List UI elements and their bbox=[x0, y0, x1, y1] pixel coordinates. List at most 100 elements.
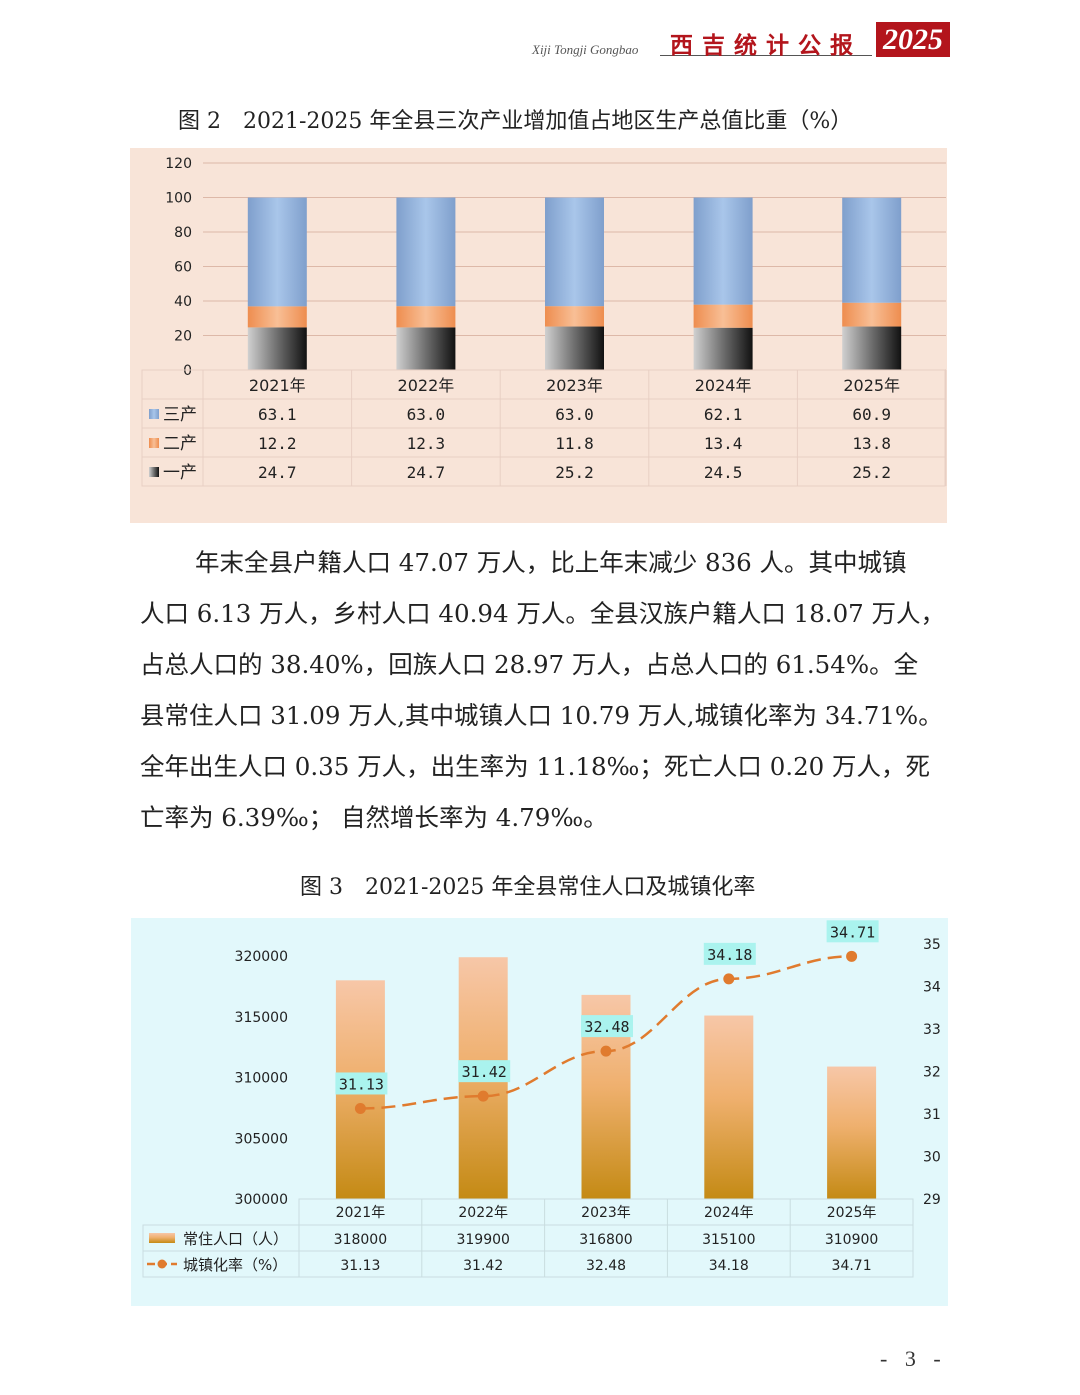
fig2-bar-segment bbox=[247, 306, 307, 328]
fig2-legend-key bbox=[149, 467, 159, 477]
paragraph-line: 县常住人口 31.09 万人,其中城镇人口 10.79 万人,城镇化率为 34.… bbox=[140, 701, 943, 730]
fig2-bar-segment bbox=[247, 327, 307, 370]
fig2-table-value: 24.7 bbox=[258, 463, 297, 482]
fig2-legend-label: 三产 bbox=[163, 405, 197, 425]
fig3-y-left-tick-label: 310000 bbox=[235, 1071, 288, 1087]
fig3-background bbox=[131, 918, 948, 1306]
fig2-bar-segment bbox=[396, 306, 456, 328]
fig3-line-point bbox=[354, 1102, 366, 1114]
fig2-table-value: 62.1 bbox=[704, 405, 743, 424]
fig3-line-point bbox=[846, 950, 858, 962]
figure2-title: 图 2 2021-2025 年全县三次产业增加值占地区生产总值比重（%） bbox=[178, 109, 853, 134]
fig3-category-label: 2021年 bbox=[336, 1205, 386, 1221]
fig2-bar-segment bbox=[545, 306, 604, 327]
paragraph-line: 全年出生人口 0.35 万人，出生率为 11.18‰；死亡人口 0.20 万人，… bbox=[140, 752, 931, 781]
fig3-category-label: 2023年 bbox=[581, 1205, 631, 1221]
fig2-table-value: 12.3 bbox=[407, 434, 446, 453]
fig2-y-tick-label: 120 bbox=[165, 156, 192, 172]
fig2-bar-segment bbox=[842, 197, 902, 303]
fig3-data-label: 34.71 bbox=[830, 923, 875, 941]
fig3-y-left-tick-label: 320000 bbox=[235, 949, 288, 965]
fig3-table-value: 31.42 bbox=[463, 1258, 503, 1274]
fig2-bar-segment bbox=[396, 197, 456, 307]
fig3-bar bbox=[704, 1015, 754, 1199]
fig2-table-value: 12.2 bbox=[258, 434, 297, 453]
paragraph-line: 人口 6.13 万人，乡村人口 40.94 万人。全县汉族户籍人口 18.07 … bbox=[140, 599, 946, 628]
fig3-y-right-tick-label: 31 bbox=[923, 1107, 941, 1123]
fig2-category-label: 2021年 bbox=[249, 376, 306, 395]
figure3-chart: 300000 305000 310000 315000 320000 29 30 31 32 33… bbox=[131, 918, 948, 1306]
fig2-table-value: 13.8 bbox=[852, 434, 891, 453]
fig2-table-value: 11.8 bbox=[555, 434, 594, 453]
fig2-bar-segment bbox=[693, 327, 753, 370]
paragraph-line: 亡率为 6.39‰； 自然增长率为 4.79‰。 bbox=[140, 803, 608, 832]
paragraph-line: 年末全县户籍人口 47.07 万人，比上年末减少 836 人。其中城镇 bbox=[195, 548, 907, 577]
fig2-y-tick-label: 60 bbox=[174, 260, 192, 276]
fig2-table-value: 63.0 bbox=[555, 405, 594, 424]
fig3-table-value: 31.13 bbox=[340, 1258, 380, 1274]
fig3-table-value: 310900 bbox=[825, 1232, 878, 1248]
fig2-bar-segment bbox=[842, 302, 902, 327]
fig3-data-label: 34.18 bbox=[707, 946, 752, 964]
fig2-category-label: 2025年 bbox=[843, 376, 900, 395]
fig3-y-right-tick-label: 33 bbox=[923, 1022, 941, 1038]
fig3-legend-label: 常住人口（人） bbox=[183, 1230, 288, 1248]
header-title: 西吉统计公报 bbox=[670, 32, 862, 59]
fig2-y-tick-label: 100 bbox=[165, 191, 192, 207]
fig3-data-label: 31.42 bbox=[462, 1063, 507, 1081]
fig2-y-tick-label: 20 bbox=[174, 329, 192, 345]
fig3-table-value: 32.48 bbox=[586, 1258, 626, 1274]
fig2-legend-label: 一产 bbox=[163, 463, 197, 483]
fig2-bar-segment bbox=[693, 197, 753, 305]
fig2-table-value: 13.4 bbox=[704, 434, 743, 453]
fig3-y-right-tick-label: 32 bbox=[923, 1065, 941, 1081]
fig3-y-left-tick-label: 300000 bbox=[235, 1192, 288, 1208]
fig3-y-left-tick-label: 315000 bbox=[235, 1010, 288, 1026]
fig2-category-label: 2022年 bbox=[398, 376, 455, 395]
fig3-data-label-box bbox=[826, 920, 879, 943]
fig2-bar-segment bbox=[247, 197, 307, 307]
fig3-y-left-tick-label: 305000 bbox=[235, 1131, 288, 1147]
fig3-data-label-box bbox=[458, 1060, 511, 1083]
fig3-data-label: 31.13 bbox=[339, 1075, 384, 1093]
fig2-legend-label: 二产 bbox=[163, 434, 197, 454]
fig2-y-tick-label: 0 bbox=[183, 363, 192, 379]
fig3-table-value: 34.71 bbox=[832, 1258, 872, 1274]
fig3-category-label: 2025年 bbox=[827, 1205, 877, 1221]
fig3-table-value: 318000 bbox=[334, 1232, 387, 1248]
fig3-table-border bbox=[298, 1198, 914, 1278]
fig2-bar-segment bbox=[545, 197, 604, 307]
fig3-legend-key bbox=[149, 1233, 175, 1243]
fig2-bar-segment bbox=[396, 327, 456, 370]
fig2-table-value: 60.9 bbox=[852, 405, 891, 424]
fig2-legend-key bbox=[149, 409, 159, 419]
header-rule bbox=[660, 55, 872, 56]
fig2-table-value: 63.0 bbox=[407, 405, 446, 424]
fig2-bar-segment bbox=[693, 304, 753, 328]
figure2-chart: 0 20 40 60 80 100 120 2021年 2022年 2023年 2024年 2025年… bbox=[130, 148, 947, 523]
fig2-table-value: 24.7 bbox=[407, 463, 446, 482]
fig3-category-label: 2024年 bbox=[704, 1205, 754, 1221]
fig3-category-label: 2022年 bbox=[458, 1205, 508, 1221]
fig2-y-tick-label: 80 bbox=[174, 225, 192, 241]
fig3-y-right-tick-label: 30 bbox=[923, 1150, 941, 1166]
fig2-category-label: 2023年 bbox=[546, 376, 603, 395]
fig2-y-tick-label: 40 bbox=[174, 294, 192, 310]
fig3-y-right-tick-label: 29 bbox=[923, 1192, 941, 1208]
fig3-table-value: 34.18 bbox=[709, 1258, 749, 1274]
fig3-data-label: 32.48 bbox=[584, 1018, 629, 1036]
figure3-title: 图 3 2021-2025 年全县常住人口及城镇化率 bbox=[300, 875, 756, 900]
body-paragraph: 年末全县户籍人口 47.07 万人，比上年末减少 836 人。其中城镇 人口 6… bbox=[140, 537, 955, 843]
fig3-data-label-box bbox=[335, 1072, 388, 1095]
fig3-bar bbox=[827, 1066, 877, 1199]
fig3-table-value: 315100 bbox=[702, 1232, 755, 1248]
page-header: Xiji Tongji Gongbao 西吉统计公报 2025 bbox=[0, 0, 1080, 70]
figure2-svg: 0 20 40 60 80 100 120 2021年 2022年 2023年 2024年 2025年… bbox=[130, 148, 947, 523]
fig3-y-right-tick-label: 34 bbox=[923, 980, 941, 996]
fig3-line-point bbox=[477, 1090, 489, 1102]
fig2-bar-segment bbox=[842, 326, 902, 370]
fig3-data-label-box bbox=[581, 1015, 633, 1038]
fig2-table-value: 25.2 bbox=[555, 463, 594, 482]
fig3-line-point bbox=[600, 1045, 612, 1057]
fig2-category-label: 2024年 bbox=[695, 376, 752, 395]
